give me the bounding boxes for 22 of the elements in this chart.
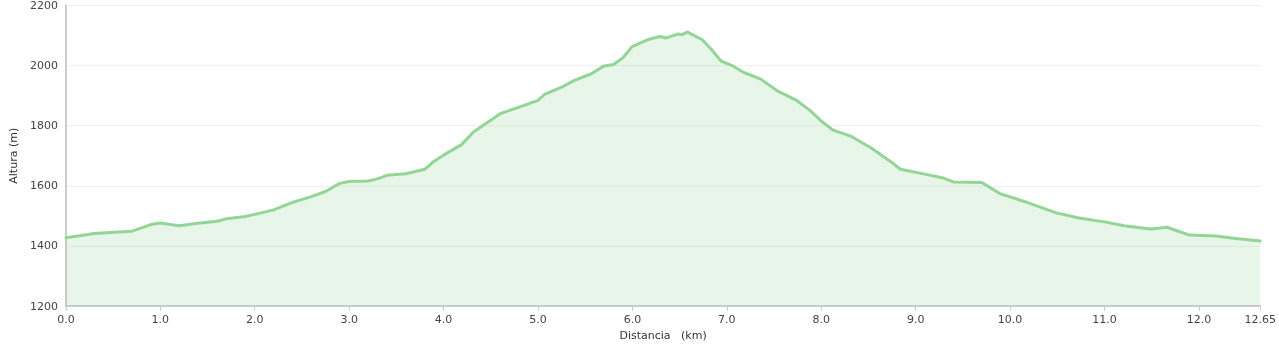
y-tick-label: 1800 — [29, 119, 58, 133]
y-tick-label: 1200 — [29, 299, 58, 313]
x-tick-label: 5.0 — [529, 313, 547, 326]
x-tick-label: 10.0 — [997, 313, 1023, 326]
x-tick-label: 6.0 — [623, 313, 642, 326]
y-tick-label: 1400 — [29, 239, 58, 253]
x-tick-label: 4.0 — [434, 313, 453, 326]
x-tick-label: 12.65 — [1244, 313, 1276, 326]
y-tick-label: 2000 — [29, 59, 58, 73]
x-tick-label: 3.0 — [340, 313, 358, 326]
x-tick-label: 12.0 — [1186, 313, 1212, 326]
y-tick-label: 2200 — [29, 0, 58, 12]
x-tick-label: 0.0 — [57, 313, 75, 326]
x-tick-label: 2.0 — [245, 313, 264, 326]
y-tick-label: 1600 — [29, 179, 58, 193]
x-tick-label: 11.0 — [1092, 313, 1117, 326]
x-tick-label: 9.0 — [906, 313, 925, 326]
x-tick-label: 8.0 — [812, 313, 830, 326]
y-axis-title: Altura (m) — [7, 127, 20, 184]
x-axis-title: Distancia (km) — [619, 329, 707, 342]
x-tick-label: 7.0 — [718, 313, 736, 326]
x-tick-label: 1.0 — [151, 313, 170, 326]
